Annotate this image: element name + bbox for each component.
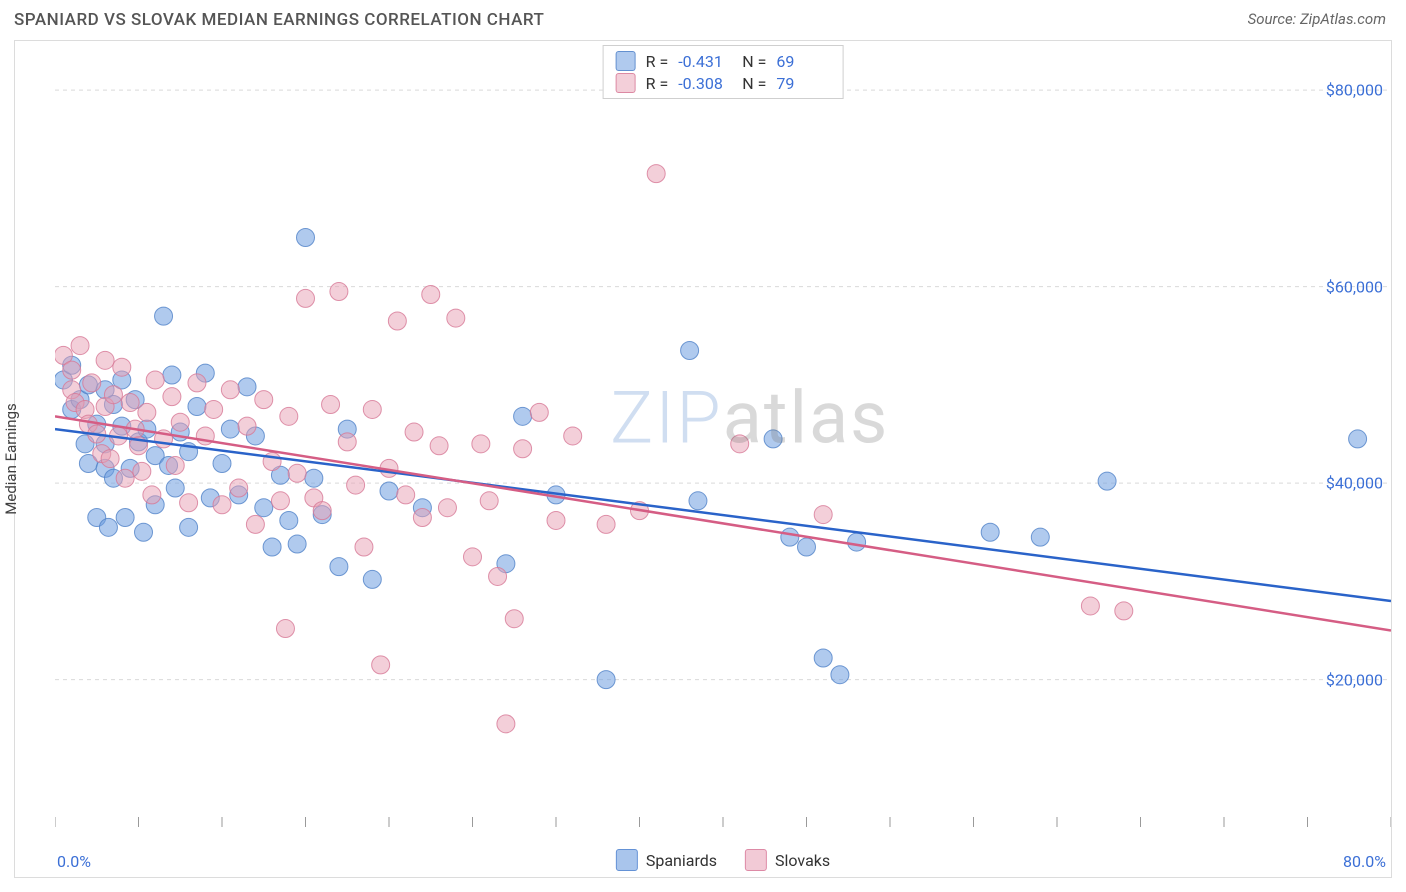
- chart-container: Median Earnings ZIPatlas R =-0.431N =69R…: [14, 40, 1392, 878]
- stats-n-label: N =: [742, 52, 766, 71]
- stats-n-value: 79: [776, 74, 830, 93]
- y-tick-label: $20,000: [1326, 670, 1383, 689]
- stats-n-value: 69: [776, 52, 830, 71]
- x-tick-label: 80.0%: [1343, 852, 1386, 871]
- chart-title: SPANIARD VS SLOVAK MEDIAN EARNINGS CORRE…: [14, 10, 544, 30]
- legend-item: Slovaks: [745, 849, 830, 871]
- y-tick-label: $60,000: [1326, 277, 1383, 296]
- stats-swatch: [616, 51, 636, 71]
- legend-swatch: [745, 849, 767, 871]
- stats-legend-box: R = -0.431 N = 69 R = -0.308 N = 79: [603, 45, 844, 99]
- plot-area: ZIPatlas R =-0.431N =69R =-0.308N =79 $2…: [55, 41, 1391, 827]
- legend: Spaniards Slovaks: [616, 849, 830, 871]
- legend-label: Spaniards: [646, 851, 717, 870]
- y-tick-label: $40,000: [1326, 474, 1383, 493]
- x-axis-area: 0.0% 80.0% Spaniards Slovaks: [55, 827, 1391, 877]
- legend-swatch: [616, 849, 638, 871]
- stats-r-value: -0.431: [678, 52, 732, 71]
- stats-r-value: -0.308: [678, 74, 732, 93]
- stats-swatch: [616, 73, 636, 93]
- y-tick-label: $80,000: [1326, 81, 1383, 100]
- scatter-plot-svg: [55, 41, 1391, 827]
- source-label: Source: ZipAtlas.com: [1248, 10, 1386, 28]
- legend-label: Slovaks: [775, 851, 830, 870]
- legend-item: Spaniards: [616, 849, 717, 871]
- x-tick-label: 0.0%: [57, 852, 91, 871]
- stats-r-label: R =: [646, 74, 669, 93]
- y-axis-label: Median Earnings: [2, 403, 20, 514]
- stats-n-label: N =: [742, 74, 766, 93]
- header: SPANIARD VS SLOVAK MEDIAN EARNINGS CORRE…: [0, 0, 1406, 36]
- stats-row: R = -0.431 N = 69: [616, 50, 831, 72]
- stats-row: R = -0.308 N = 79: [616, 72, 831, 94]
- stats-r-label: R =: [646, 52, 669, 71]
